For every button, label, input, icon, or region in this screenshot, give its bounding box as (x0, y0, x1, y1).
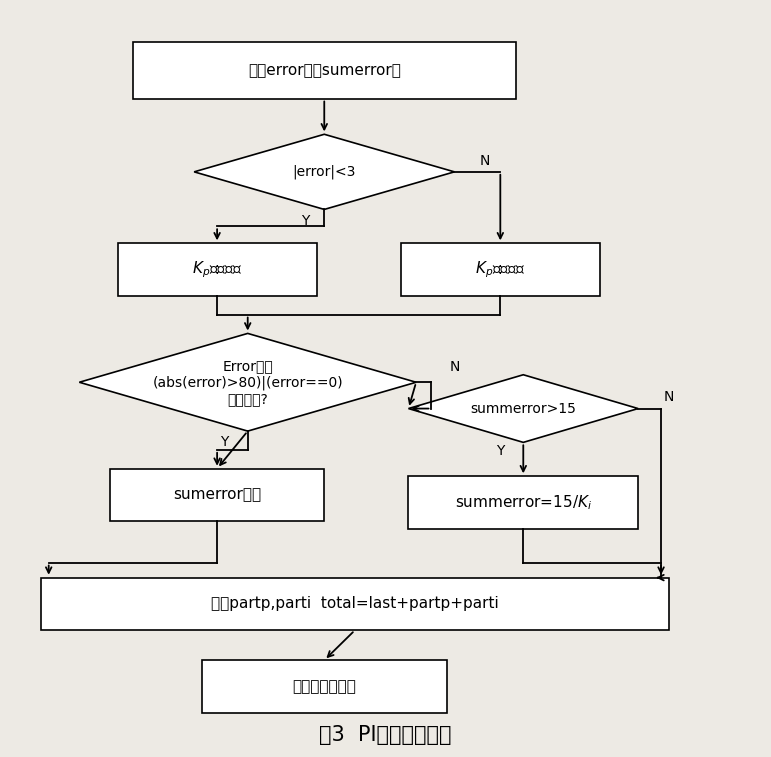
Text: sumerror清零: sumerror清零 (173, 488, 261, 503)
FancyBboxPatch shape (133, 42, 516, 98)
FancyBboxPatch shape (118, 243, 317, 296)
Text: N: N (664, 391, 674, 404)
Text: Y: Y (301, 213, 309, 228)
Text: 计算partp,parti  total=last+partp+parti: 计算partp,parti total=last+partp+parti (211, 597, 499, 612)
FancyBboxPatch shape (41, 578, 668, 631)
Text: $K_p$取较大值: $K_p$取较大值 (476, 259, 525, 280)
Text: N: N (480, 154, 490, 167)
Text: $K_p$取较小值: $K_p$取较小值 (192, 259, 242, 280)
Text: summerror>15: summerror>15 (470, 401, 576, 416)
Text: Y: Y (221, 435, 229, 450)
FancyBboxPatch shape (409, 476, 638, 529)
Text: 控制量范围限制: 控制量范围限制 (292, 679, 356, 694)
FancyBboxPatch shape (110, 469, 325, 522)
Text: 图3  PI算法的流程图: 图3 PI算法的流程图 (319, 725, 452, 746)
Text: summerror=15/$K_i$: summerror=15/$K_i$ (455, 493, 592, 512)
Polygon shape (409, 375, 638, 442)
Polygon shape (79, 333, 416, 431)
Polygon shape (194, 134, 454, 210)
Text: Error满足
(abs(error)>80)|(error==0)
积分分离?: Error满足 (abs(error)>80)|(error==0) 积分分离? (153, 359, 343, 406)
FancyBboxPatch shape (202, 660, 446, 713)
Text: 计算error值和sumerror值: 计算error值和sumerror值 (247, 63, 401, 78)
FancyBboxPatch shape (401, 243, 600, 296)
Text: Y: Y (496, 444, 504, 459)
Text: N: N (449, 360, 460, 374)
Text: |error|<3: |error|<3 (292, 164, 356, 179)
